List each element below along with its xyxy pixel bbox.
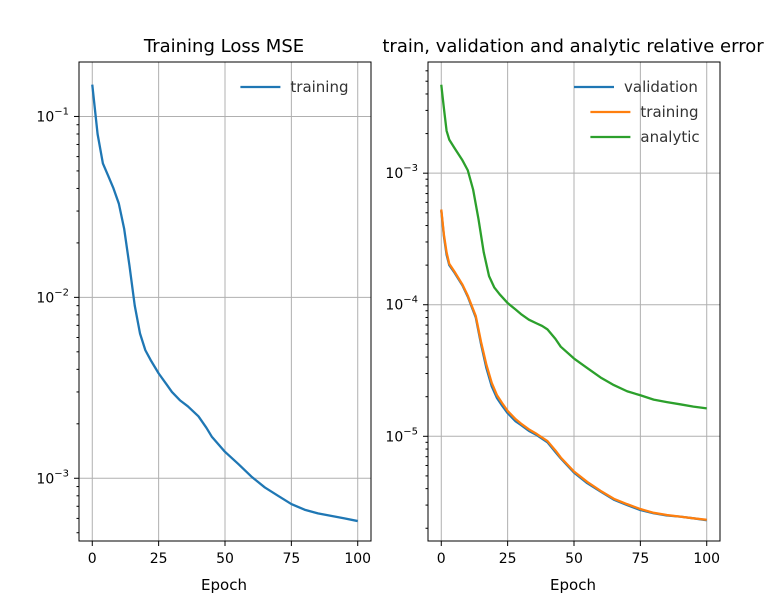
loss-chart-series-line-training [91, 84, 358, 523]
relative-error-chart-x-tick-label: 100 [693, 551, 720, 567]
loss-chart-x-tick-label: 50 [216, 551, 234, 567]
loss-chart-y-tick-label: 10−2 [36, 287, 69, 306]
relative-error-chart-legend-label-validation: validation [624, 78, 698, 96]
relative-error-chart-series-line-analytic [440, 84, 707, 410]
relative-error-chart-title: train, validation and analytic relative … [382, 36, 764, 57]
loss-chart-x-tick-label: 100 [344, 551, 371, 567]
loss-chart-y-tick-label: 10−3 [36, 468, 69, 487]
relative-error-chart-y-tick-label: 10−4 [385, 295, 418, 314]
loss-chart-title: Training Loss MSE [143, 36, 304, 57]
loss-chart-x-tick-label: 0 [88, 551, 97, 567]
loss-chart-y-tick-label: 10−1 [36, 106, 69, 125]
relative-error-chart-y-tick-label: 10−5 [385, 426, 418, 445]
relative-error-chart-x-axis-label: Epoch [550, 576, 596, 594]
relative-error-chart-x-tick-label: 75 [631, 551, 649, 567]
relative-error-chart-x-tick-label: 50 [565, 551, 583, 567]
relative-error-chart-x-tick-label: 0 [437, 551, 446, 567]
loss-chart-x-tick-label: 25 [150, 551, 168, 567]
relative-error-chart-legend-label-training: training [640, 103, 698, 121]
relative-error-chart-panel: train, validation and analytic relative … [382, 36, 764, 594]
loss-chart-panel: Training Loss MSE Epoch 0 25 50 75 100 10−3 10… [36, 36, 372, 594]
loss-chart-x-axis-label: Epoch [201, 576, 247, 594]
relative-error-chart-y-tick-label: 10−3 [385, 163, 418, 182]
loss-chart-x-tick-label: 75 [282, 551, 300, 567]
relative-error-chart-legend-label-analytic: analytic [640, 128, 699, 146]
relative-error-chart-series-line-training [440, 209, 707, 521]
relative-error-chart-x-tick-label: 25 [499, 551, 517, 567]
loss-chart-legend-label-training: training [290, 78, 348, 96]
